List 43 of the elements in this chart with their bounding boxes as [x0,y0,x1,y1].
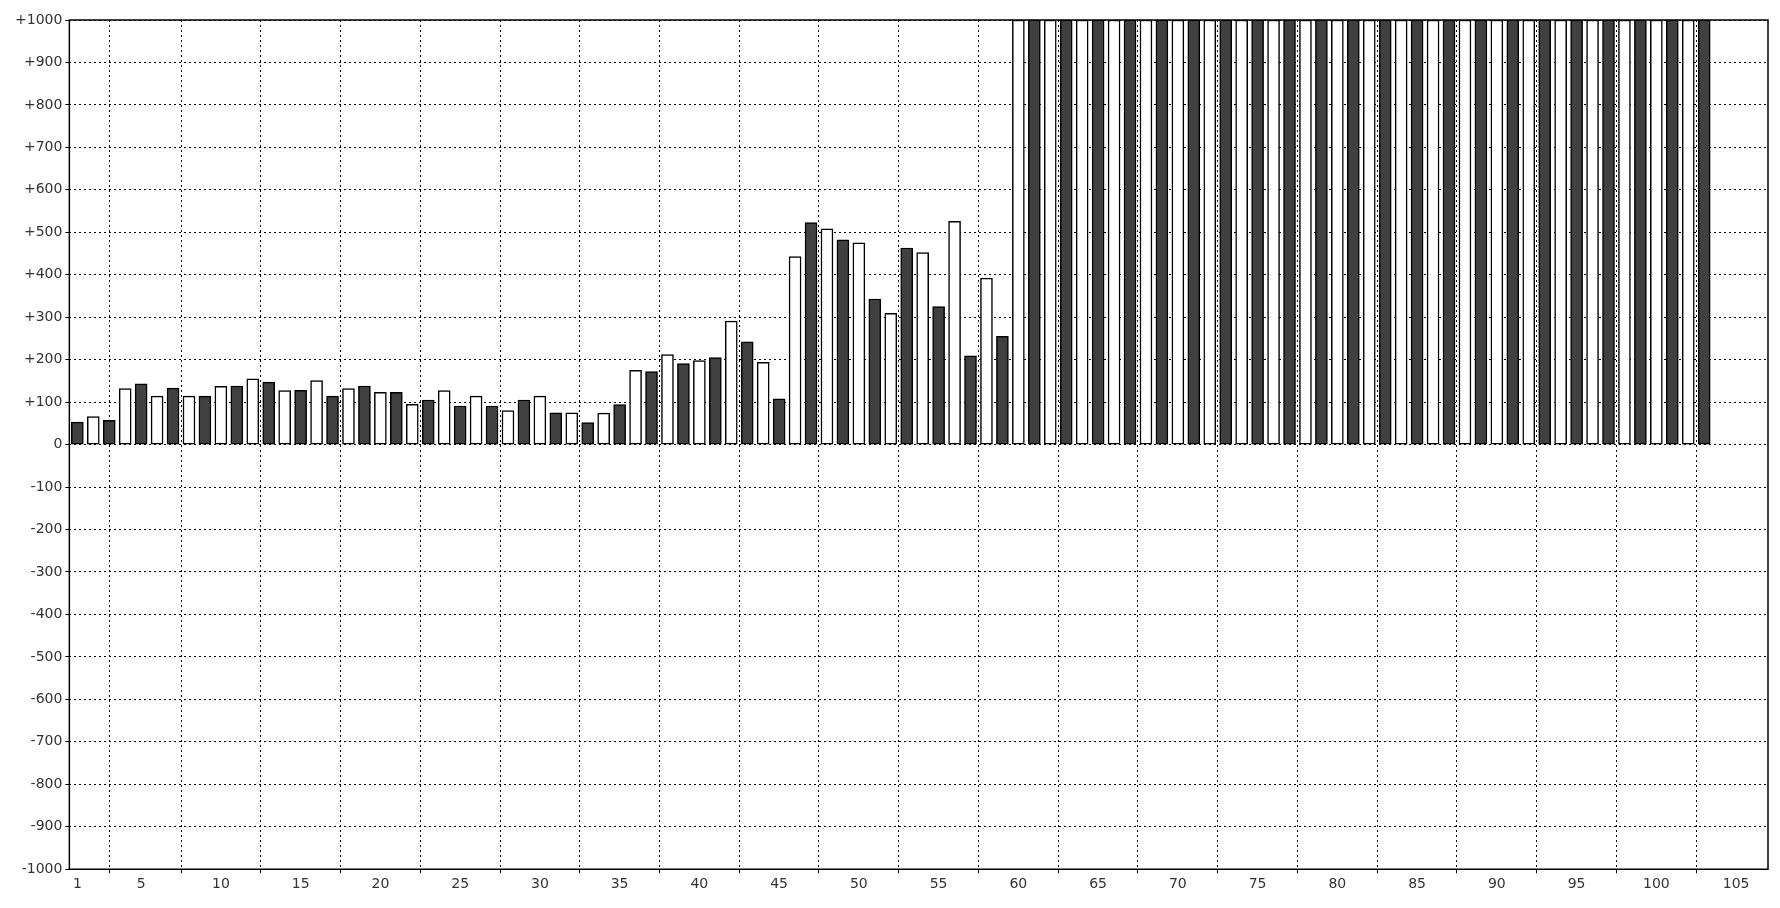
x-tick-label: 10 [211,875,230,892]
x-tick-label: 30 [530,875,549,892]
x-tick-label: 45 [770,875,789,892]
y-tick-label: +400 [23,265,63,282]
x-tick-label: 55 [929,875,948,892]
x-tick-label: 50 [849,875,868,892]
x-tick-label: 5 [136,875,146,892]
y-tick-label: -1000 [21,859,63,876]
y-tick-label: +300 [23,307,63,324]
y-tick-label: +1000 [15,10,63,27]
y-tick-label: +200 [23,350,63,367]
x-tick-label: 90 [1487,875,1506,892]
x-tick-label: 105 [1722,875,1750,892]
y-tick-label: +500 [23,222,63,239]
x-tick-label: 75 [1248,875,1267,892]
x-tick-label: 40 [690,875,709,892]
y-tick-label: -400 [30,605,63,622]
y-tick-label: -500 [30,647,63,664]
y-tick-label: +800 [23,95,63,112]
y-tick-label: -100 [30,477,63,494]
x-tick-label: 100 [1642,875,1670,892]
x-tick-label: 65 [1089,875,1108,892]
y-tick-label: +100 [23,392,63,409]
y-tick-label: +600 [23,180,63,197]
y-tick-label: 0 [53,435,63,452]
x-tick-label: 80 [1328,875,1347,892]
x-tick-label: 35 [610,875,629,892]
x-tick-label: 1 [72,875,82,892]
y-tick-label: +900 [23,53,63,70]
x-tick-label: 70 [1168,875,1187,892]
x-tick-label: 25 [451,875,470,892]
y-tick-label: -200 [30,520,63,537]
y-tick-label: -800 [30,774,63,791]
x-tick-label: 85 [1408,875,1427,892]
x-tick-label: 60 [1009,875,1028,892]
x-tick-label: 95 [1567,875,1586,892]
y-tick-label: -600 [30,690,63,706]
y-tick-label: +700 [23,138,63,155]
x-tick-label: 20 [371,875,390,892]
y-tick-label: -300 [30,562,63,579]
y-tick-label: -900 [30,817,63,834]
x-tick-label: 15 [291,875,310,892]
y-tick-label: -700 [30,732,63,749]
